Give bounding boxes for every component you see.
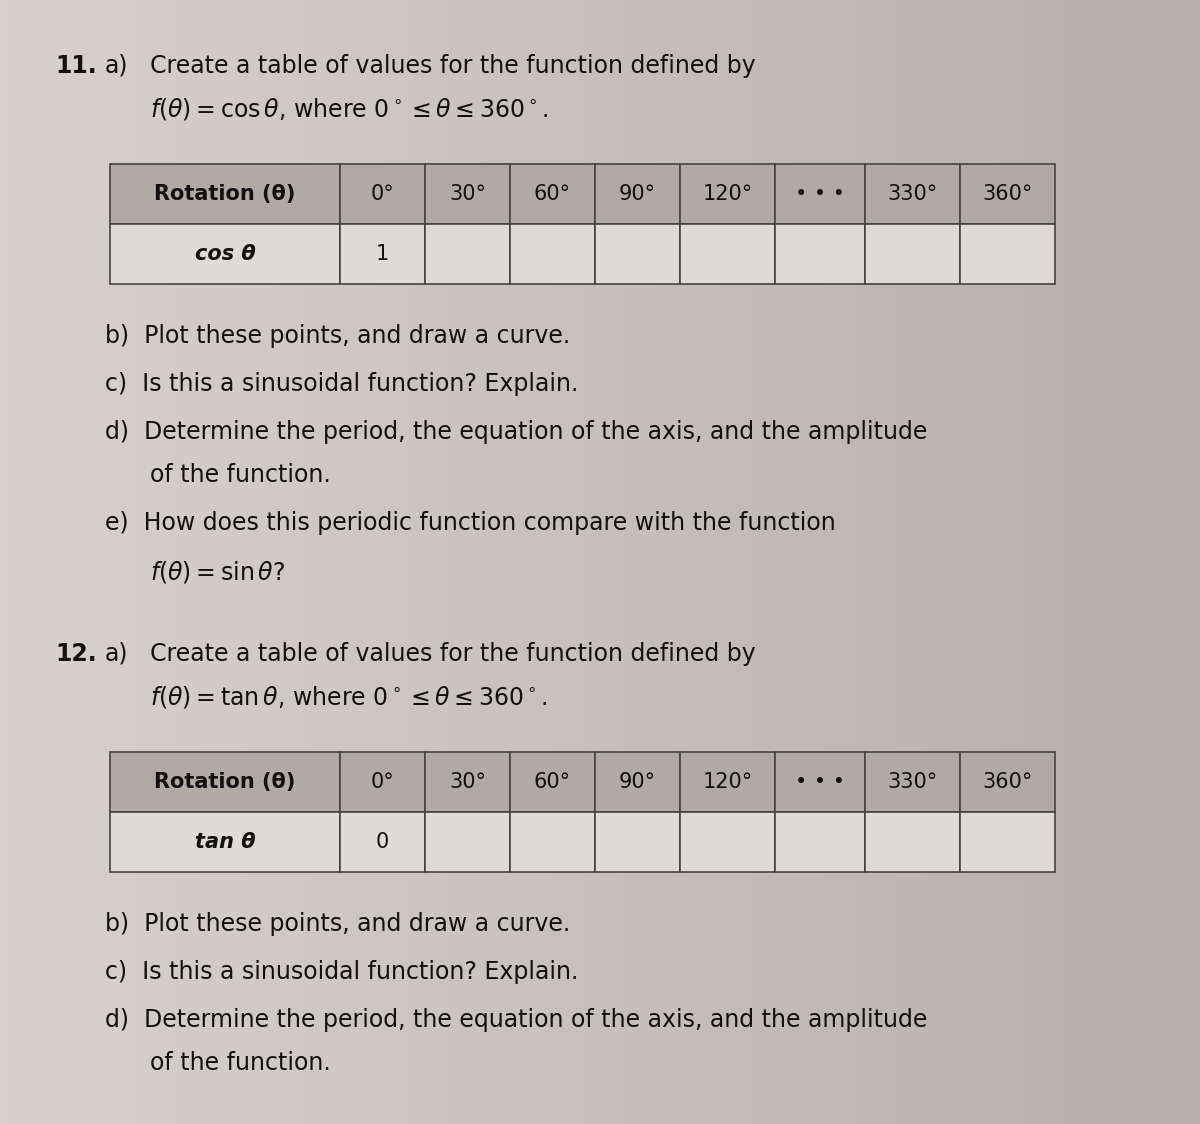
Text: 360°: 360° [983,772,1033,792]
Bar [960,224,1055,284]
Text: of the function.: of the function. [150,1051,331,1075]
Bar [110,752,340,812]
Text: $f(\theta) = \tan\theta$, where $0^\circ \leq \theta \leq 360^\circ$.: $f(\theta) = \tan\theta$, where $0^\circ… [150,685,547,710]
Bar [510,224,595,284]
Bar [775,812,865,872]
Bar [775,164,865,224]
Text: 30°: 30° [449,772,486,792]
Text: 120°: 120° [702,772,752,792]
Bar [340,164,425,224]
Bar [865,224,960,284]
Text: 11.: 11. [55,54,97,78]
Bar [340,224,425,284]
Bar [595,164,680,224]
Bar [340,812,425,872]
Bar [110,224,340,284]
Text: 330°: 330° [887,184,937,203]
Bar [510,752,595,812]
Bar [960,752,1055,812]
Text: c)  Is this a sinusoidal function? Explain.: c) Is this a sinusoidal function? Explai… [106,372,578,396]
Text: c)  Is this a sinusoidal function? Explain.: c) Is this a sinusoidal function? Explai… [106,960,578,984]
Text: • • •: • • • [796,184,845,203]
Bar [865,164,960,224]
Bar [595,812,680,872]
Text: 330°: 330° [887,772,937,792]
Bar [960,164,1055,224]
Text: cos θ: cos θ [194,244,256,264]
Text: 360°: 360° [983,184,1033,203]
Bar [680,752,775,812]
Text: e)  How does this periodic function compare with the function: e) How does this periodic function compa… [106,511,835,535]
Bar [595,224,680,284]
Bar [775,224,865,284]
Text: 30°: 30° [449,184,486,203]
Text: $f(\theta) = \sin\theta$?: $f(\theta) = \sin\theta$? [150,559,286,584]
Bar [425,164,510,224]
Text: d)  Determine the period, the equation of the axis, and the amplitude: d) Determine the period, the equation of… [106,420,928,444]
Text: 1: 1 [376,244,389,264]
Text: 0°: 0° [371,184,395,203]
Bar [425,812,510,872]
Text: Rotation (θ): Rotation (θ) [155,772,295,792]
Bar [110,812,340,872]
Bar [425,224,510,284]
Text: of the function.: of the function. [150,463,331,487]
Bar [510,812,595,872]
Text: Rotation (θ): Rotation (θ) [155,184,295,203]
Text: tan θ: tan θ [194,832,256,852]
Text: 120°: 120° [702,184,752,203]
Text: Create a table of values for the function defined by: Create a table of values for the functio… [150,54,756,78]
Bar [775,752,865,812]
Bar [680,224,775,284]
Bar [425,752,510,812]
Bar [110,164,340,224]
Bar [595,752,680,812]
Text: • • •: • • • [796,772,845,792]
Text: 12.: 12. [55,642,97,667]
Bar [960,812,1055,872]
Text: 0: 0 [376,832,389,852]
Text: b)  Plot these points, and draw a curve.: b) Plot these points, and draw a curve. [106,912,570,936]
Text: a): a) [106,54,128,78]
Text: Create a table of values for the function defined by: Create a table of values for the functio… [150,642,756,667]
Text: 60°: 60° [534,184,571,203]
Text: b)  Plot these points, and draw a curve.: b) Plot these points, and draw a curve. [106,324,570,348]
Bar [680,164,775,224]
Text: 60°: 60° [534,772,571,792]
Text: $f(\theta) = \cos\theta$, where $0^\circ \leq \theta \leq 360^\circ$.: $f(\theta) = \cos\theta$, where $0^\circ… [150,96,548,123]
Text: 90°: 90° [619,184,656,203]
Text: a): a) [106,642,128,667]
Text: 0°: 0° [371,772,395,792]
Bar [340,752,425,812]
Text: 90°: 90° [619,772,656,792]
Bar [865,752,960,812]
Bar [865,812,960,872]
Text: d)  Determine the period, the equation of the axis, and the amplitude: d) Determine the period, the equation of… [106,1008,928,1032]
Bar [680,812,775,872]
Bar [510,164,595,224]
